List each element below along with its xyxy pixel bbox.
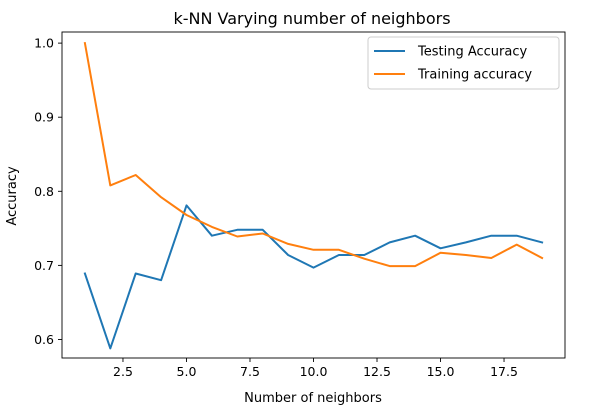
y-tick-label: 1.0 (34, 36, 54, 51)
legend: Testing Accuracy Training accuracy (367, 36, 560, 90)
y-tick-label: 0.6 (34, 332, 54, 347)
y-tick-label: 0.7 (34, 258, 54, 273)
x-tick-label: 2.5 (113, 364, 133, 379)
series-layer (83, 41, 544, 350)
x-tick-label: 15.0 (427, 364, 455, 379)
x-tick-label: 17.5 (490, 364, 518, 379)
x-tick-label: 5.0 (177, 364, 197, 379)
legend-label: Training accuracy (417, 68, 532, 83)
y-axis-label: Accuracy (5, 166, 20, 226)
legend-frame (367, 36, 560, 90)
x-tick-label: 12.5 (363, 364, 391, 379)
x-tick-label: 7.5 (240, 364, 260, 379)
series-line-testing (83, 204, 544, 350)
y-axis: 0.6 0.7 0.8 0.9 1.0 (34, 36, 62, 347)
chart-title: k-NN Varying number of neighbors (173, 9, 450, 28)
y-tick-label: 0.9 (34, 110, 54, 125)
series-line-training (83, 41, 544, 268)
y-tick-label: 0.8 (34, 184, 54, 199)
legend-label: Testing Accuracy (417, 45, 527, 60)
x-tick-label: 10.0 (300, 364, 328, 379)
x-axis-label: Number of neighbors (244, 391, 382, 406)
x-axis: 2.5 5.0 7.5 10.0 12.5 15.0 17.5 (113, 358, 518, 379)
